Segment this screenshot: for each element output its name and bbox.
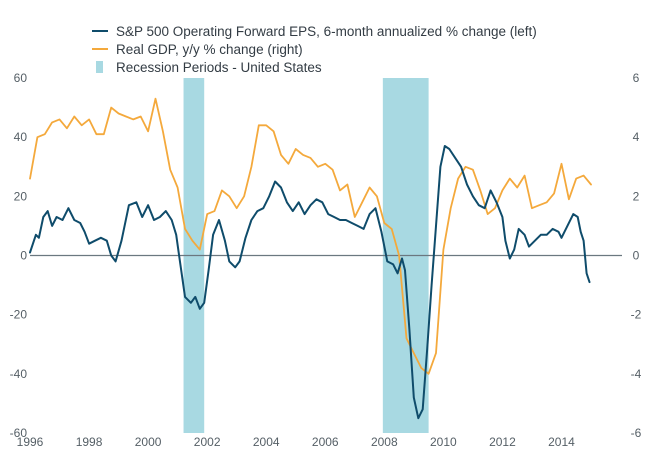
legend-swatch-eps [92, 30, 108, 32]
y-left-tick-label: 0 [20, 249, 27, 263]
axis-labels: 1996 1998 2000 2002 2004 2006 2008 2010 2012 2014… [10, 71, 642, 449]
x-tick-label: 2006 [312, 435, 339, 449]
legend-swatch-recession [96, 61, 103, 73]
y-right-tick-label: -2 [631, 308, 642, 322]
x-tick-label: 2004 [253, 435, 280, 449]
y-left-tick-label: 40 [14, 130, 28, 144]
y-left-tick-label: -20 [10, 308, 28, 322]
x-tick-label: 2002 [194, 435, 221, 449]
y-right-tick-label: 2 [633, 189, 640, 203]
legend: S&P 500 Operating Forward EPS, 6-month a… [92, 22, 537, 76]
y-left-tick-label: 20 [14, 189, 28, 203]
x-tick-label: 1996 [17, 435, 44, 449]
x-tick-label: 2010 [430, 435, 457, 449]
legend-swatch-gdp [92, 48, 108, 50]
x-tick-label: 1998 [76, 435, 103, 449]
x-tick-label: 2008 [371, 435, 398, 449]
y-right-tick-label: 4 [633, 130, 640, 144]
x-tick-label: 2014 [548, 435, 575, 449]
y-right-tick-label: -6 [631, 426, 642, 440]
legend-item-recession: Recession Periods - United States [92, 58, 537, 76]
series-layer [29, 97, 592, 420]
x-tick-label: 2012 [489, 435, 516, 449]
legend-item-gdp: Real GDP, y/y % change (right) [92, 40, 537, 58]
x-tick-label: 2000 [135, 435, 162, 449]
y-right-tick-label: -4 [631, 367, 642, 381]
series-line-gdp [29, 97, 592, 375]
y-right-tick-label: 6 [633, 71, 640, 85]
legend-item-eps: S&P 500 Operating Forward EPS, 6-month a… [92, 22, 537, 40]
y-left-tick-label: -40 [10, 367, 28, 381]
series-line-eps [29, 145, 591, 420]
legend-label-eps: S&P 500 Operating Forward EPS, 6-month a… [116, 23, 537, 39]
y-left-tick-label: 60 [14, 71, 28, 85]
y-left-tick-label: -60 [10, 426, 28, 440]
y-right-tick-label: 0 [633, 249, 640, 263]
legend-label-recession: Recession Periods - United States [116, 59, 322, 75]
legend-label-gdp: Real GDP, y/y % change (right) [116, 41, 303, 57]
